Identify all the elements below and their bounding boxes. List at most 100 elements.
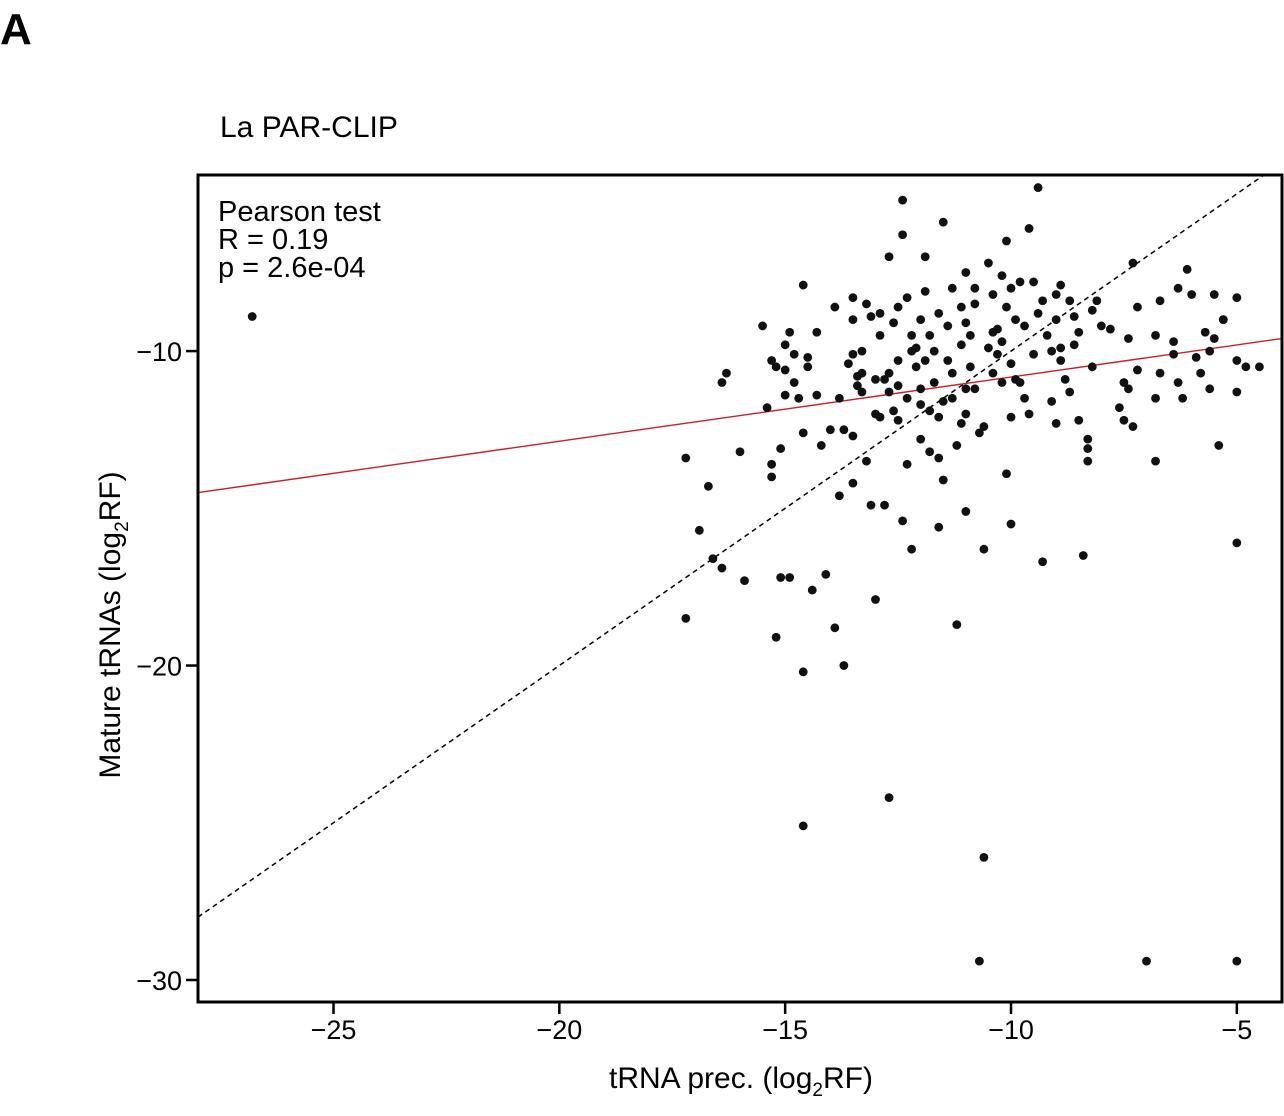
data-point (880, 500, 889, 510)
data-point (717, 378, 727, 387)
data-point (681, 613, 691, 623)
data-point (812, 327, 822, 337)
data-point (758, 321, 767, 331)
x-tick-label: −25 (311, 1015, 357, 1045)
data-point (848, 431, 858, 441)
data-point (979, 422, 989, 431)
data-point (1169, 349, 1178, 359)
data-point (1124, 334, 1133, 343)
points-layer (247, 183, 1264, 966)
data-point (1056, 280, 1066, 290)
data-point (1232, 956, 1242, 966)
y-tick-label: −20 (136, 652, 182, 682)
data-point (902, 393, 912, 403)
data-point (997, 337, 1007, 347)
data-point (834, 491, 844, 501)
data-point (1074, 327, 1084, 337)
data-point (1119, 378, 1129, 387)
data-point (1038, 557, 1048, 567)
data-point (803, 352, 813, 362)
data-point (974, 956, 984, 966)
data-point (1051, 315, 1061, 325)
data-point (767, 472, 777, 482)
data-point (1232, 387, 1242, 397)
data-point (862, 456, 871, 466)
data-point (767, 356, 777, 365)
data-point (871, 374, 880, 384)
data-point (1065, 387, 1075, 397)
data-point (916, 434, 926, 444)
data-point (974, 428, 984, 438)
data-point (938, 397, 948, 406)
data-point (1151, 330, 1160, 340)
data-point (830, 623, 840, 633)
data-point (1047, 397, 1057, 406)
data-point (1042, 330, 1052, 340)
data-point (884, 387, 894, 397)
data-point (767, 459, 777, 469)
data-point (1218, 315, 1228, 325)
data-point (988, 290, 998, 299)
data-point (916, 315, 926, 325)
data-point (853, 381, 862, 391)
data-point (907, 544, 917, 554)
data-point (834, 393, 844, 403)
data-point (862, 299, 871, 309)
data-point (956, 302, 966, 312)
panel-label: A (0, 5, 32, 54)
data-point (979, 852, 989, 862)
data-point (1142, 956, 1151, 966)
data-point (771, 632, 781, 642)
data-point (825, 425, 835, 435)
data-point (1006, 519, 1016, 529)
data-point (1232, 293, 1242, 303)
data-point (1006, 283, 1016, 293)
data-point (925, 406, 935, 416)
data-point (798, 428, 808, 438)
data-point (866, 500, 876, 510)
data-point (993, 349, 1002, 359)
data-point (1002, 302, 1011, 312)
data-point (1033, 308, 1043, 318)
data-point (1209, 334, 1219, 343)
data-point (961, 318, 971, 328)
data-point (1078, 551, 1088, 560)
data-point (1087, 362, 1097, 372)
data-point (889, 318, 898, 328)
data-point (1200, 327, 1210, 337)
data-point (866, 312, 876, 321)
data-point (762, 403, 772, 413)
y-axis-label: Mature tRNAs (log2RF) (94, 471, 133, 778)
data-point (1133, 302, 1142, 312)
data-point (875, 308, 885, 318)
data-point (925, 447, 935, 457)
data-point (1124, 384, 1133, 394)
data-point (780, 390, 790, 400)
data-point (812, 390, 822, 400)
data-point (735, 447, 745, 457)
data-point (1115, 403, 1124, 413)
data-point (997, 378, 1007, 387)
data-point (789, 349, 799, 359)
data-point (884, 368, 894, 378)
data-point (1155, 368, 1165, 378)
data-point (803, 362, 813, 372)
data-point (1024, 224, 1034, 233)
data-point (681, 453, 691, 463)
data-point (965, 362, 975, 372)
plot-frame (196, 173, 1284, 1004)
data-point (848, 293, 858, 303)
identity-dashed-line (198, 175, 1266, 918)
data-point (1191, 352, 1201, 362)
data-point (857, 387, 867, 397)
x-axis-label: tRNA prec. (log2RF) (609, 1062, 873, 1101)
annotation-line-p: p = 2.6e-04 (218, 252, 366, 284)
data-point (911, 362, 921, 372)
data-point (1214, 441, 1224, 450)
x-tick-label: −15 (762, 1015, 808, 1045)
data-point (1232, 538, 1242, 548)
annotation-line-test: Pearson test (218, 196, 381, 228)
data-point (961, 409, 971, 419)
data-point (1011, 315, 1020, 325)
data-point (1209, 290, 1219, 299)
